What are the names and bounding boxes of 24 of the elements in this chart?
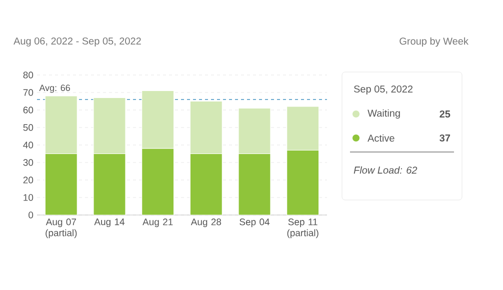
text: 37 (440, 134, 450, 142)
y-tick-label: 70 (23, 89, 34, 96)
legend-label: Waiting (368, 109, 400, 119)
text: Group by Week (400, 37, 468, 47)
chart-title: Aug 06, 2022 - Sep 05, 2022 (14, 37, 141, 47)
x-tick-label: Aug 21 (142, 218, 173, 228)
x-tick-label: Aug 07 (partial) (46, 218, 77, 238)
y-tick-label: 80 (23, 72, 34, 78)
y-tick-label: 60 (23, 106, 34, 114)
y-tick-label: 40 (23, 142, 34, 148)
x-tick-label: Aug 28 (190, 218, 222, 228)
y-tick-label: 0 (28, 212, 34, 218)
y-tick-label: 50 (23, 124, 34, 131)
legend-label: Active (368, 134, 394, 142)
text: Flow Load: 62 (354, 166, 418, 174)
text: 25 (440, 110, 450, 118)
ref-line-label: Avg: 66 (39, 84, 70, 93)
x-tick-label: Sep 04 (240, 218, 270, 228)
y-tick-label: 10 (24, 194, 34, 201)
y-tick-label: 20 (23, 176, 34, 184)
x-tick-label: Sep 11 (partial) (287, 218, 318, 238)
x-tick-label: Aug 14 (94, 218, 125, 228)
y-tick-label: 30 (23, 159, 34, 166)
text: Sep 05, 2022 (354, 85, 413, 95)
